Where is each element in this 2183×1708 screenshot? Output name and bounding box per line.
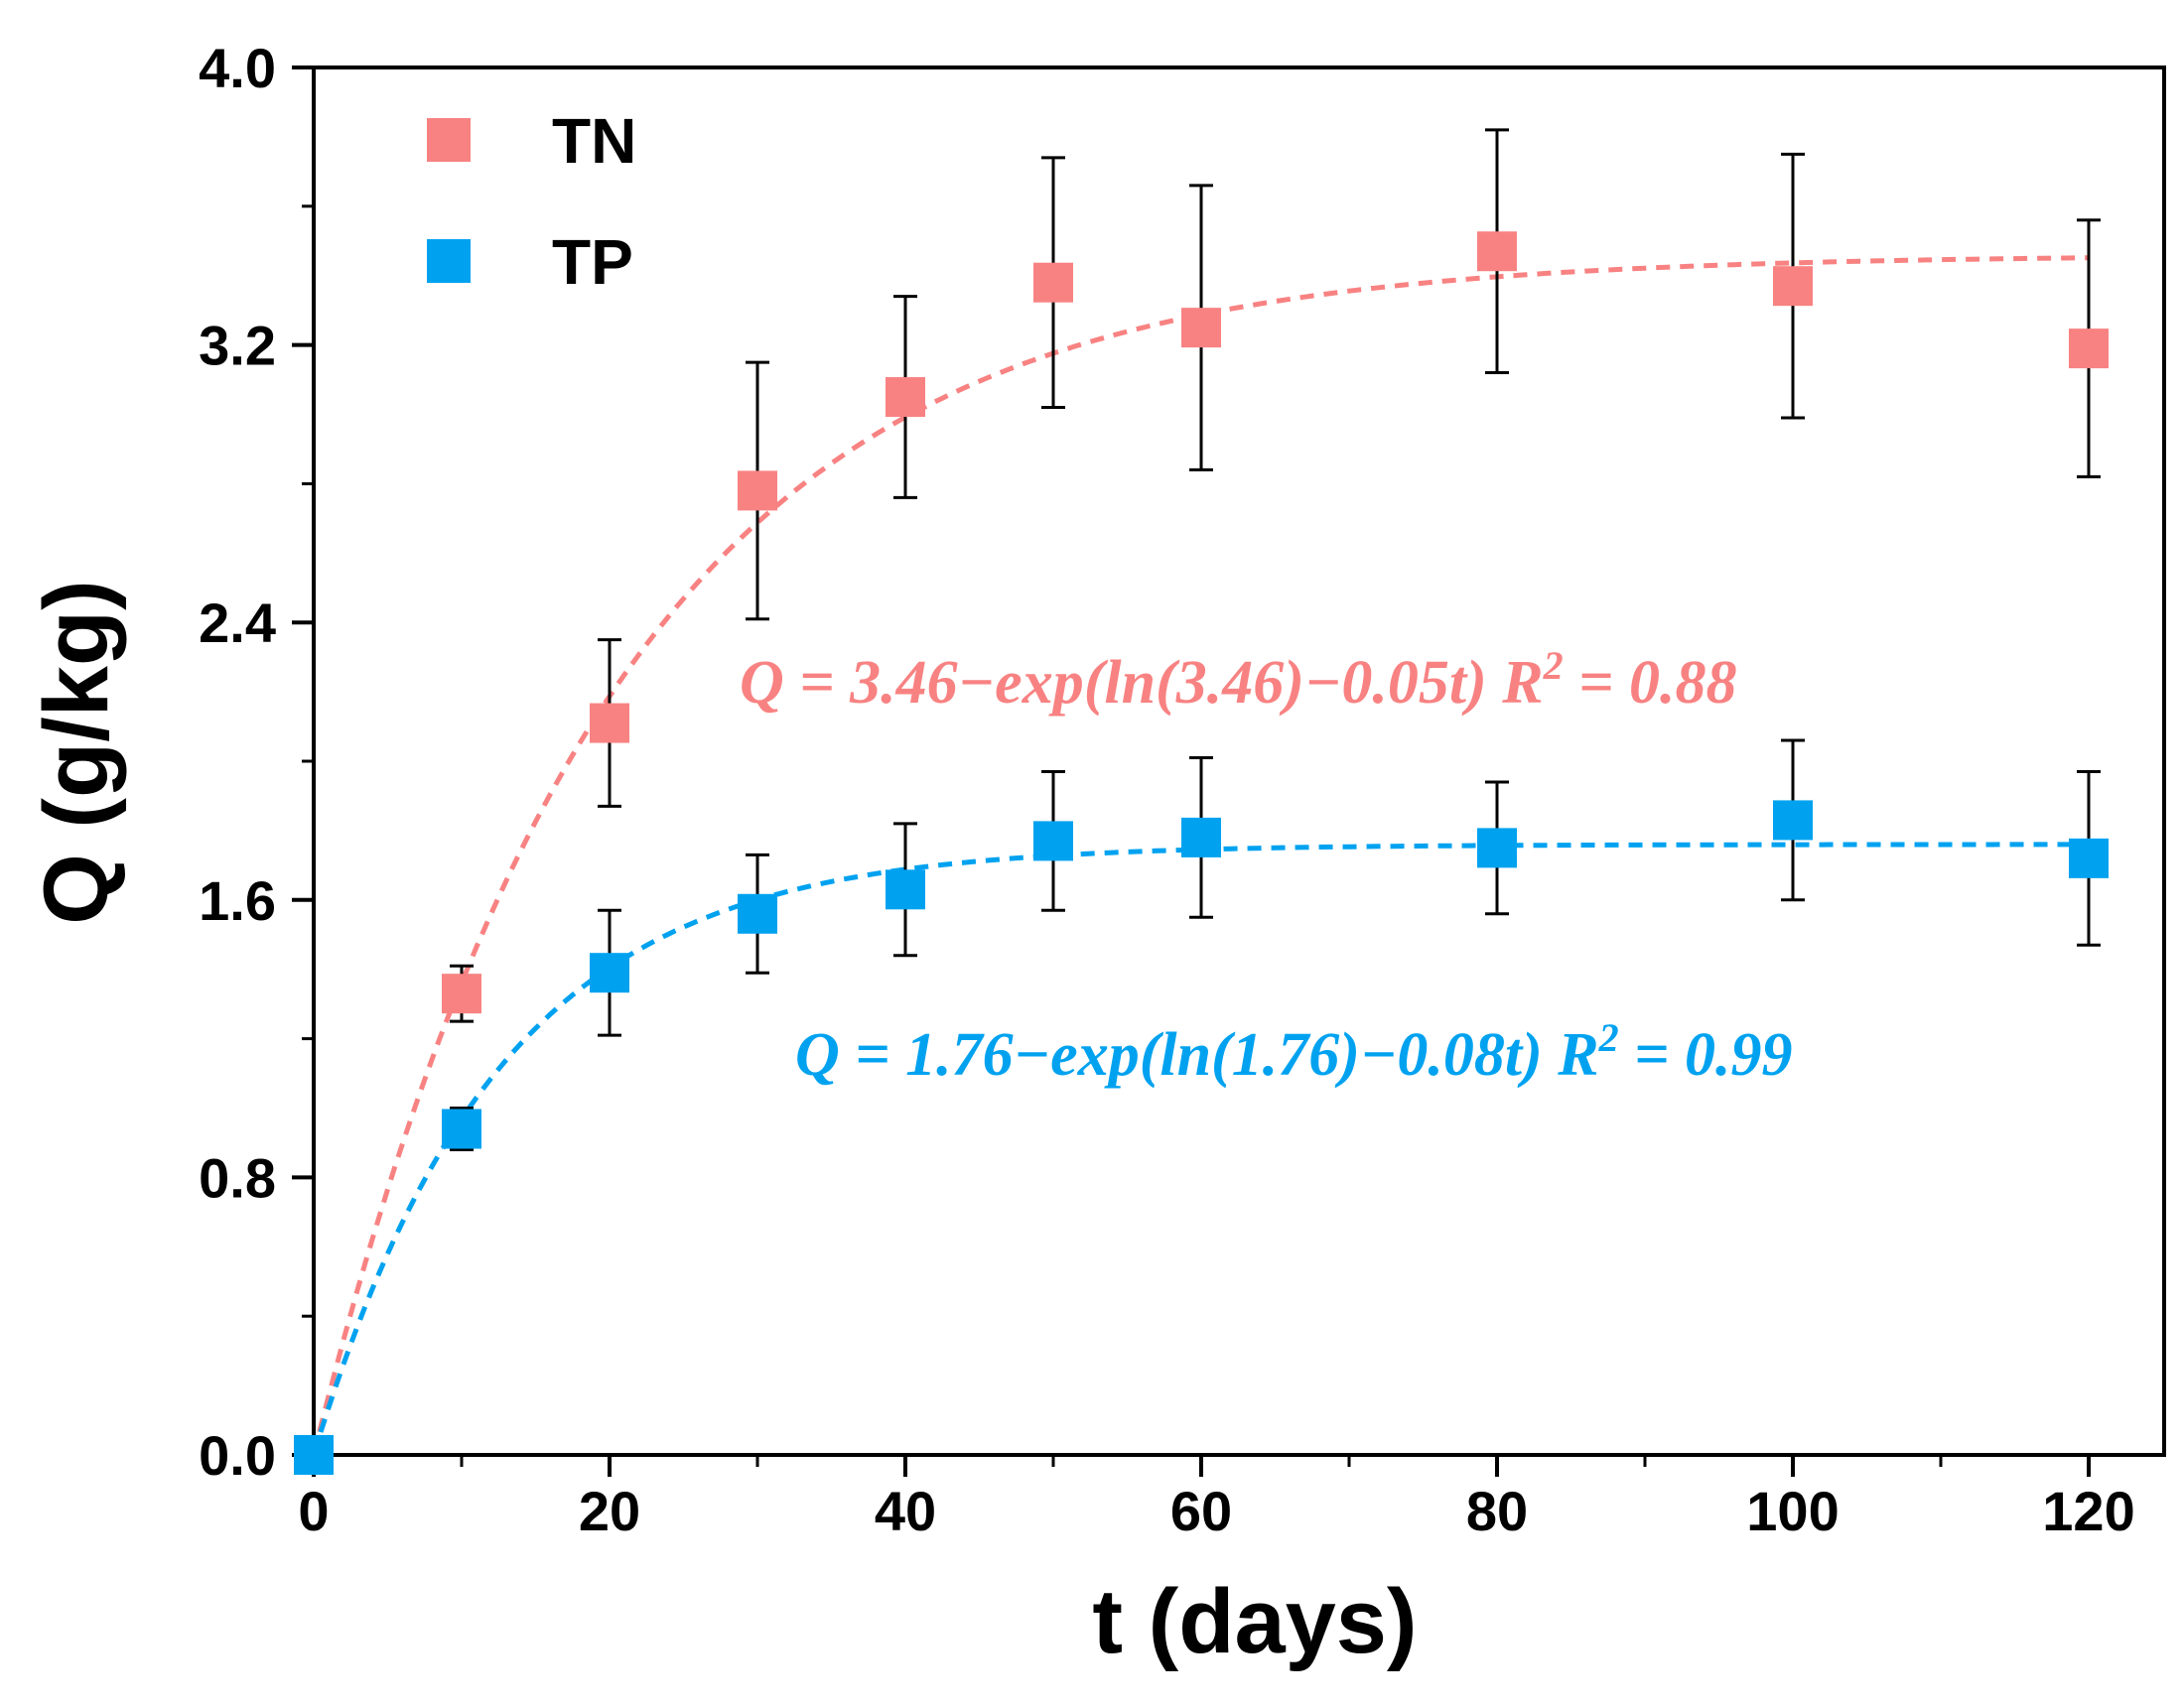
x-tick-label-0: 0 xyxy=(298,1480,329,1542)
y-tick-label-4: 3.2 xyxy=(199,315,276,377)
marker-tp-120 xyxy=(2069,838,2109,878)
equation-tn: Q = 3.46−exp(ln(3.46)−0.05t) R2 = 0.88 xyxy=(740,643,1736,717)
y-axis: 0.0 0.8 1.6 2.4 3.2 4.0 xyxy=(199,37,314,1487)
marker-tn-20 xyxy=(590,703,629,743)
marker-tp-50 xyxy=(1033,821,1073,861)
marker-tp-60 xyxy=(1181,817,1221,857)
marker-tp-10 xyxy=(442,1109,481,1149)
y-tick-label-0: 0.0 xyxy=(199,1424,276,1487)
legend-label-tp: TP xyxy=(552,226,633,298)
marker-tn-60 xyxy=(1181,308,1221,348)
marker-tp-40 xyxy=(886,869,925,910)
x-tick-label-40: 40 xyxy=(875,1480,936,1542)
marker-tp-80 xyxy=(1477,828,1517,868)
legend: TN TP xyxy=(427,105,636,298)
marker-tp-30 xyxy=(738,893,777,934)
y-axis-title: Q (g/kg) xyxy=(26,580,127,925)
equation-tp-main: Q = 1.76−exp(ln(1.76)−0.08t) R xyxy=(795,1021,1599,1089)
legend-swatch-tn xyxy=(427,118,471,162)
marker-tn-40 xyxy=(886,377,925,418)
equation-tp: Q = 1.76−exp(ln(1.76)−0.08t) R2 = 0.99 xyxy=(795,1015,1792,1089)
y-tick-label-3: 2.4 xyxy=(199,591,276,654)
fit-curve-tp xyxy=(311,842,2089,1456)
equation-tp-tail: = 0.99 xyxy=(1619,1021,1793,1089)
x-tick-label-100: 100 xyxy=(1746,1480,1839,1542)
y-tick-label-1: 0.8 xyxy=(199,1146,276,1209)
data-markers xyxy=(294,231,2109,1475)
equation-tn-main: Q = 3.46−exp(ln(3.46)−0.05t) R xyxy=(740,649,1544,717)
legend-label-tn: TN xyxy=(552,105,636,177)
y-tick-label-5: 4.0 xyxy=(199,37,276,99)
equation-tn-superscript: 2 xyxy=(1543,643,1564,688)
y-tick-label-2: 1.6 xyxy=(199,869,276,932)
marker-tp-0 xyxy=(294,1435,334,1475)
equation-tn-tail: = 0.88 xyxy=(1564,649,1737,717)
marker-tn-100 xyxy=(1773,266,1813,307)
equation-tp-superscript: 2 xyxy=(1598,1015,1619,1060)
legend-swatch-tp xyxy=(427,239,471,283)
marker-tn-80 xyxy=(1477,231,1517,272)
marker-tn-50 xyxy=(1033,262,1073,303)
marker-tp-20 xyxy=(590,953,629,993)
error-bars xyxy=(450,128,2101,1151)
x-tick-label-120: 120 xyxy=(2042,1480,2134,1542)
marker-tn-120 xyxy=(2069,328,2109,369)
x-tick-label-80: 80 xyxy=(1466,1480,1528,1542)
marker-tp-100 xyxy=(1773,800,1813,841)
marker-tn-10 xyxy=(442,974,481,1014)
x-axis-title: t (days) xyxy=(1092,1571,1417,1672)
marker-tn-30 xyxy=(738,470,777,511)
x-tick-label-60: 60 xyxy=(1170,1480,1232,1542)
x-axis: 0 20 40 60 80 100 120 xyxy=(298,1455,2135,1542)
x-tick-label-20: 20 xyxy=(579,1480,640,1542)
